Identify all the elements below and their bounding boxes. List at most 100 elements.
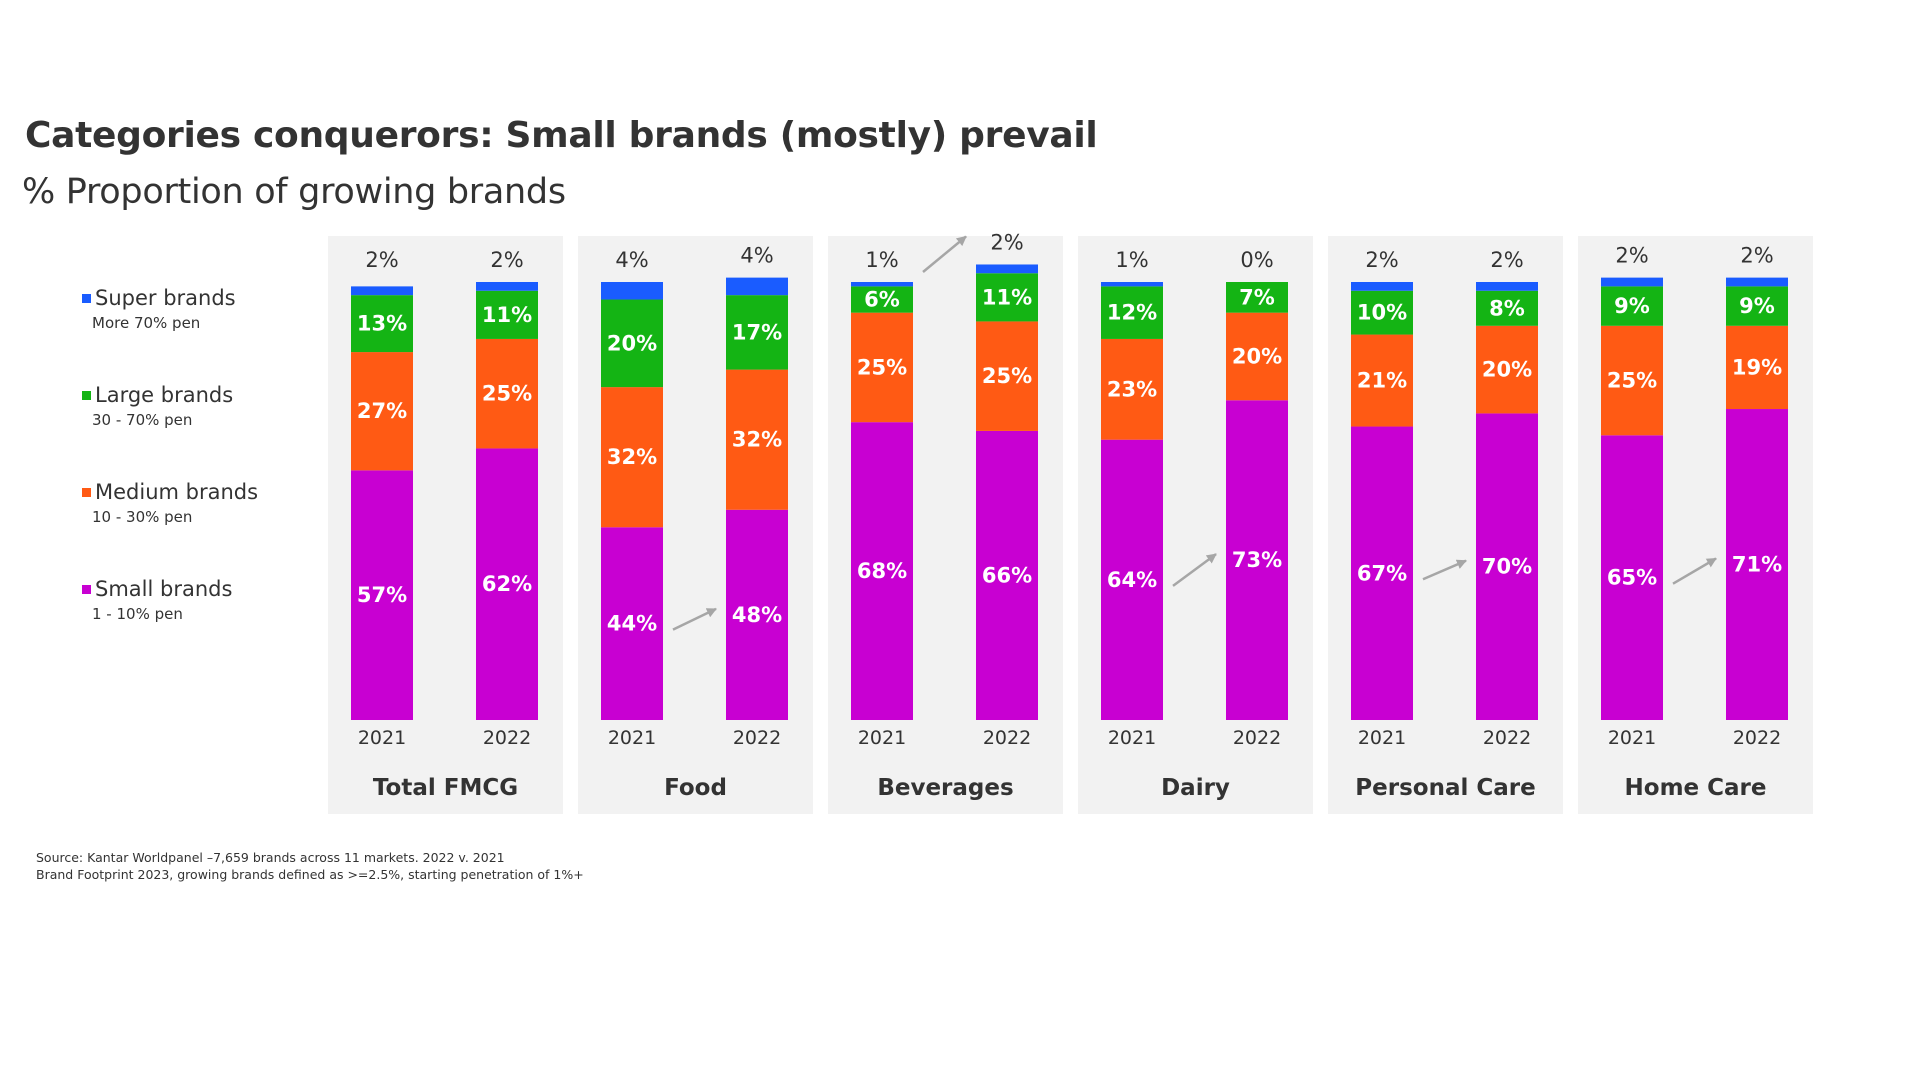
bar-beverages-2022-large-brands xyxy=(976,273,1038,322)
data-label-personal-care-2021-small-brands: 67% xyxy=(1357,561,1407,585)
data-label-food-2021-small-brands: 44% xyxy=(607,612,657,636)
data-label-total-fmcg-2021-medium-brands: 27% xyxy=(357,399,407,423)
trend-arrow-dairy xyxy=(1172,553,1217,587)
data-label-food-2021-medium-brands: 32% xyxy=(607,445,657,469)
category-label-beverages: Beverages xyxy=(877,775,1013,801)
bar-home-care-2022-super-brands xyxy=(1726,277,1788,287)
bar-food-2022-large-brands xyxy=(726,295,788,370)
category-label-food: Food xyxy=(664,775,727,801)
data-label-beverages-2021-large-brands: 6% xyxy=(864,288,900,312)
data-label-dairy-2022-super-brands: 0% xyxy=(1240,248,1273,272)
data-label-total-fmcg-2021-large-brands: 13% xyxy=(357,312,407,336)
legend-item-medium-brands: Medium brands 10 - 30% pen xyxy=(82,480,258,526)
bar-beverages-2022-medium-brands xyxy=(976,321,1038,431)
data-label-total-fmcg-2022-super-brands: 2% xyxy=(490,248,523,272)
trend-arrow-personal-care xyxy=(1422,559,1467,581)
bar-personal-care-2022-small-brands xyxy=(1476,413,1538,720)
bar-beverages-2022-super-brands xyxy=(976,264,1038,274)
bar-home-care-2022-medium-brands xyxy=(1726,325,1788,410)
data-label-personal-care-2021-medium-brands: 21% xyxy=(1357,369,1407,393)
data-label-dairy-2021-large-brands: 12% xyxy=(1107,301,1157,325)
data-label-dairy-2021-medium-brands: 23% xyxy=(1107,377,1157,401)
bar-dairy-2021-large-brands xyxy=(1101,286,1163,339)
bar-food-2021-small-brands xyxy=(601,527,663,720)
data-label-beverages-2022-super-brands: 2% xyxy=(990,230,1023,254)
bar-personal-care-2022-medium-brands xyxy=(1476,325,1538,414)
data-label-personal-care-2022-super-brands: 2% xyxy=(1490,248,1523,272)
legend-label-large-brands: Large brands xyxy=(95,383,234,407)
bar-food-2022-super-brands xyxy=(726,277,788,296)
legend-label-medium-brands: Medium brands xyxy=(95,480,259,504)
year-label-personal-care-2021: 2021 xyxy=(1358,727,1406,749)
data-label-home-care-2022-medium-brands: 19% xyxy=(1732,355,1782,379)
bar-beverages-2021-large-brands xyxy=(851,286,913,313)
trend-arrow-food xyxy=(672,607,717,631)
data-label-total-fmcg-2021-small-brands: 57% xyxy=(357,583,407,607)
data-label-dairy-2022-large-brands: 7% xyxy=(1239,285,1275,309)
year-label-home-care-2021: 2021 xyxy=(1608,727,1656,749)
year-label-home-care-2022: 2022 xyxy=(1733,727,1781,749)
bar-dairy-2021-medium-brands xyxy=(1101,338,1163,440)
bar-home-care-2021-super-brands xyxy=(1601,277,1663,287)
year-label-personal-care-2022: 2022 xyxy=(1483,727,1531,749)
data-label-home-care-2021-medium-brands: 25% xyxy=(1607,369,1657,393)
source-line-2: Brand Footprint 2023, growing brands def… xyxy=(36,867,584,882)
data-label-food-2022-large-brands: 17% xyxy=(732,320,782,344)
legend-swatch-large-brands xyxy=(82,390,91,400)
legend-item-large-brands: Large brands 30 - 70% pen xyxy=(82,383,233,429)
legend-desc-medium-brands: 10 - 30% pen xyxy=(92,508,193,526)
data-label-home-care-2022-large-brands: 9% xyxy=(1739,294,1775,318)
data-label-home-care-2022-super-brands: 2% xyxy=(1740,244,1773,268)
data-label-beverages-2021-medium-brands: 25% xyxy=(857,355,907,379)
bar-food-2022-medium-brands xyxy=(726,369,788,510)
bar-total-fmcg-2022-large-brands xyxy=(476,290,538,339)
year-label-food-2022: 2022 xyxy=(733,727,781,749)
data-label-dairy-2022-small-brands: 73% xyxy=(1232,548,1282,572)
year-label-dairy-2022: 2022 xyxy=(1233,727,1281,749)
category-label-dairy: Dairy xyxy=(1161,775,1230,801)
data-label-total-fmcg-2022-small-brands: 62% xyxy=(482,572,532,596)
year-label-food-2021: 2021 xyxy=(608,727,656,749)
data-label-beverages-2022-large-brands: 11% xyxy=(982,285,1032,309)
bar-total-fmcg-2021-small-brands xyxy=(351,470,413,720)
bar-personal-care-2021-small-brands xyxy=(1351,426,1413,720)
bar-personal-care-2022-super-brands xyxy=(1476,282,1538,291)
year-label-dairy-2021: 2021 xyxy=(1108,727,1156,749)
legend-swatch-super-brands xyxy=(82,293,91,303)
data-label-personal-care-2021-super-brands: 2% xyxy=(1365,248,1398,272)
bar-total-fmcg-2021-large-brands xyxy=(351,295,413,353)
data-label-home-care-2021-super-brands: 2% xyxy=(1615,244,1648,268)
data-label-dairy-2022-medium-brands: 20% xyxy=(1232,344,1282,368)
data-label-beverages-2021-small-brands: 68% xyxy=(857,559,907,583)
bar-dairy-2021-small-brands xyxy=(1101,439,1163,720)
data-label-beverages-2022-medium-brands: 25% xyxy=(982,364,1032,388)
data-label-personal-care-2022-large-brands: 8% xyxy=(1489,296,1525,320)
data-label-food-2021-super-brands: 4% xyxy=(615,248,648,272)
year-label-beverages-2022: 2022 xyxy=(983,727,1031,749)
bar-total-fmcg-2021-medium-brands xyxy=(351,352,413,471)
data-label-personal-care-2021-large-brands: 10% xyxy=(1357,301,1407,325)
bar-home-care-2022-small-brands xyxy=(1726,409,1788,720)
data-label-dairy-2021-small-brands: 64% xyxy=(1107,568,1157,592)
year-label-total-fmcg-2021: 2021 xyxy=(358,727,406,749)
category-label-home-care: Home Care xyxy=(1625,775,1767,801)
bar-beverages-2021-super-brands xyxy=(851,282,913,287)
bar-food-2021-medium-brands xyxy=(601,387,663,528)
trend-arrow-home-care xyxy=(1672,557,1717,585)
source-line-1: Source: Kantar Worldpanel –7,659 brands … xyxy=(36,850,505,865)
data-label-total-fmcg-2022-medium-brands: 25% xyxy=(482,382,532,406)
data-label-food-2022-small-brands: 48% xyxy=(732,603,782,627)
category-label-total-fmcg: Total FMCG xyxy=(373,775,518,801)
bar-dairy-2022-medium-brands xyxy=(1226,312,1288,401)
data-label-food-2021-large-brands: 20% xyxy=(607,331,657,355)
legend-desc-small-brands: 1 - 10% pen xyxy=(92,605,183,623)
bar-dairy-2021-super-brands xyxy=(1101,282,1163,287)
legend-item-super-brands: Super brands More 70% pen xyxy=(82,286,236,332)
bar-beverages-2021-small-brands xyxy=(851,422,913,720)
bar-home-care-2021-small-brands xyxy=(1601,435,1663,720)
trend-arrow-beverages xyxy=(922,235,967,273)
bar-personal-care-2021-medium-brands xyxy=(1351,334,1413,427)
data-label-personal-care-2022-small-brands: 70% xyxy=(1482,555,1532,579)
data-label-dairy-2021-super-brands: 1% xyxy=(1115,248,1148,272)
